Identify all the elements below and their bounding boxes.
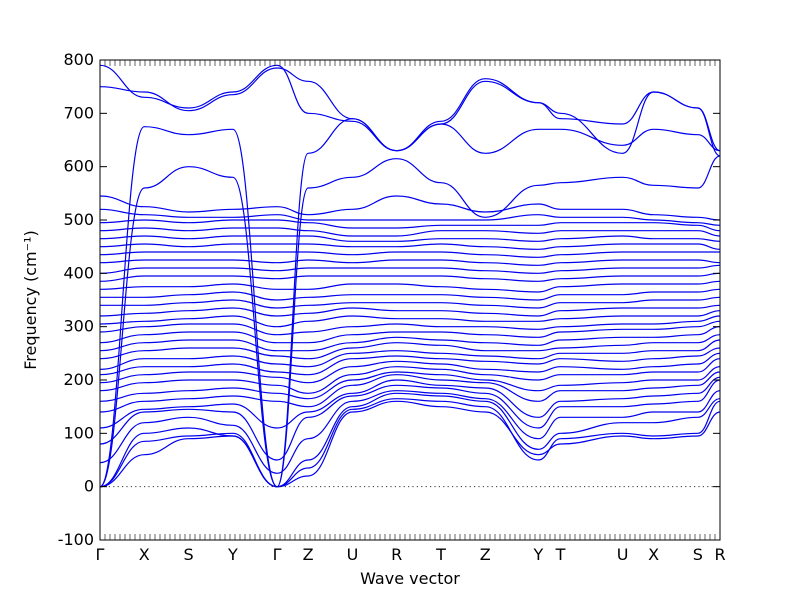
plot-frame <box>99 59 721 541</box>
y-tick-label: 200 <box>63 370 94 389</box>
x-tick-label-z: Z <box>303 545 314 564</box>
band-line-24 <box>99 259 721 266</box>
y-tick-label: 0 <box>84 477 94 496</box>
band-line-22 <box>99 272 721 282</box>
band-line-18 <box>99 304 721 317</box>
band-line-3 <box>99 392 721 488</box>
x-tick-label-gamma: Γ <box>96 545 105 564</box>
band-line-29 <box>99 219 721 232</box>
y-tick-label: 500 <box>63 210 94 229</box>
band-line-34 <box>99 67 721 152</box>
x-tick-label-y: Y <box>227 545 238 564</box>
band-line-9 <box>99 358 721 394</box>
y-tick-label: 100 <box>63 423 94 442</box>
band-line-8 <box>99 366 721 402</box>
band-line-32 <box>99 155 721 488</box>
band-line-31 <box>99 195 721 221</box>
x-tick-label-x: X <box>139 545 150 564</box>
y-tick-label: 700 <box>63 103 94 122</box>
band-line-5 <box>99 379 721 461</box>
y-tick-label: 600 <box>63 157 94 176</box>
x-tick-label-s: S <box>693 545 703 564</box>
x-tick-label-gamma: Γ <box>273 545 282 564</box>
band-line-1 <box>99 400 721 488</box>
bands-group <box>99 64 721 488</box>
x-tick-label-s: S <box>183 545 193 564</box>
band-line-27 <box>99 235 721 242</box>
x-tick-label-u: U <box>617 545 629 564</box>
band-line-12 <box>99 339 721 370</box>
y-tick-label: 300 <box>63 317 94 336</box>
band-line-7 <box>99 371 721 413</box>
band-line-25 <box>99 251 720 258</box>
band-line-21 <box>99 280 721 293</box>
band-line-14 <box>99 326 721 352</box>
x-tick-label-u: U <box>347 545 359 564</box>
y-axis-title: Frequency (cm⁻¹) <box>21 230 40 369</box>
band-line-26 <box>99 243 721 250</box>
x-axis-title: Wave vector <box>360 569 460 588</box>
x-tick-label-x: X <box>648 545 659 564</box>
band-line-20 <box>99 288 721 301</box>
y-tick-label: 400 <box>63 263 94 282</box>
x-tick-label-t: T <box>555 545 566 564</box>
band-line-4 <box>99 390 721 474</box>
band-line-10 <box>99 352 721 384</box>
band-line-17 <box>99 310 721 328</box>
plot-background <box>100 60 720 540</box>
band-line-35 <box>99 64 721 157</box>
band-line-30 <box>99 208 721 226</box>
x-axis-minor-ticks <box>99 60 721 540</box>
band-line-19 <box>100 296 721 309</box>
band-line-13 <box>99 334 721 360</box>
x-tick-label-r: R <box>391 545 402 564</box>
y-axis-ticks: -100 0 100 200 300 400 500 600 700 800 <box>58 50 720 549</box>
x-tick-label-t: T <box>435 545 446 564</box>
band-line-28 <box>99 227 721 237</box>
band-line-23 <box>99 264 721 274</box>
band-line-6 <box>99 376 721 429</box>
band-line-15 <box>99 320 721 344</box>
x-tick-label-y: Y <box>533 545 544 564</box>
y-tick-label: -100 <box>58 530 94 549</box>
x-tick-label-z: Z <box>480 545 491 564</box>
band-line-2 <box>99 398 721 488</box>
band-line-16 <box>99 315 721 336</box>
band-line-11 <box>99 347 721 376</box>
y-tick-label: 800 <box>63 50 94 69</box>
x-tick-label-r: R <box>714 545 725 564</box>
